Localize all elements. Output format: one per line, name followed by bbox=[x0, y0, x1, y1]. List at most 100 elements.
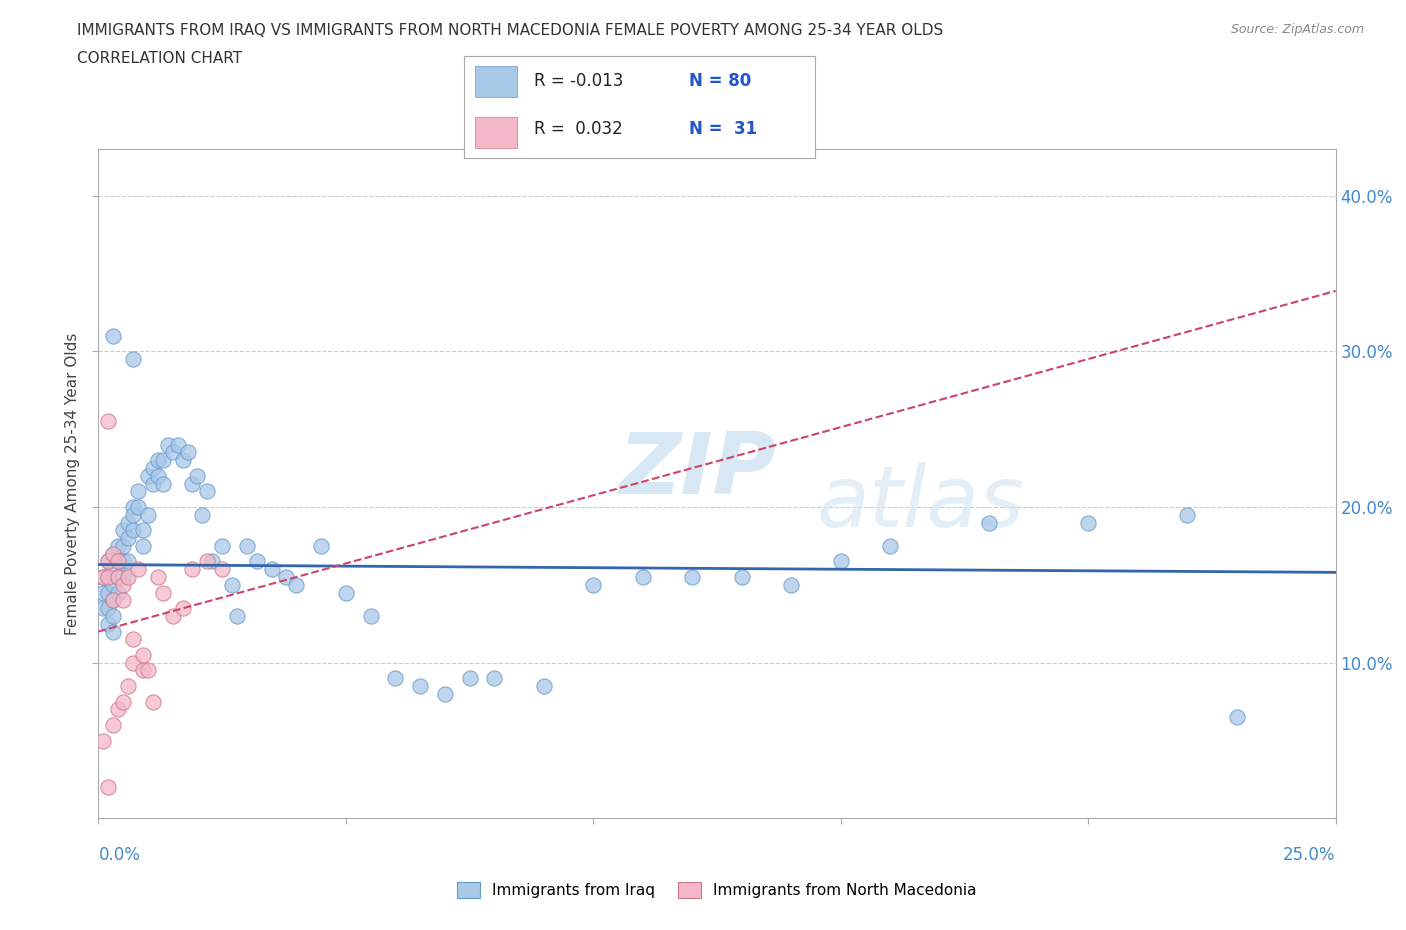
Text: IMMIGRANTS FROM IRAQ VS IMMIGRANTS FROM NORTH MACEDONIA FEMALE POVERTY AMONG 25-: IMMIGRANTS FROM IRAQ VS IMMIGRANTS FROM … bbox=[77, 23, 943, 38]
Point bbox=[107, 702, 129, 717]
Point bbox=[176, 445, 198, 460]
Point bbox=[117, 515, 139, 530]
Point bbox=[433, 686, 456, 701]
Point bbox=[201, 554, 224, 569]
Point bbox=[122, 499, 145, 514]
Point bbox=[142, 694, 165, 709]
Point bbox=[112, 593, 135, 608]
Point bbox=[172, 601, 194, 616]
Point bbox=[122, 523, 145, 538]
Point bbox=[1175, 507, 1198, 522]
Point bbox=[384, 671, 406, 685]
Point bbox=[107, 538, 129, 553]
Text: N = 80: N = 80 bbox=[689, 73, 751, 90]
Point bbox=[103, 608, 125, 623]
Point bbox=[97, 414, 120, 429]
Point bbox=[132, 538, 155, 553]
Point bbox=[97, 585, 120, 600]
Point bbox=[226, 608, 249, 623]
Point bbox=[117, 554, 139, 569]
Point bbox=[979, 515, 1001, 530]
Point bbox=[186, 469, 208, 484]
Point bbox=[309, 538, 332, 553]
Point bbox=[260, 562, 283, 577]
Point bbox=[112, 578, 135, 592]
Point bbox=[830, 554, 852, 569]
Point bbox=[172, 453, 194, 468]
Point bbox=[97, 780, 120, 795]
Point bbox=[191, 507, 214, 522]
Point bbox=[103, 593, 125, 608]
Text: N =  31: N = 31 bbox=[689, 121, 756, 139]
Point bbox=[879, 538, 901, 553]
Point bbox=[152, 453, 174, 468]
Point bbox=[122, 507, 145, 522]
Point bbox=[107, 585, 129, 600]
Point bbox=[97, 554, 120, 569]
Point bbox=[93, 733, 115, 748]
Point bbox=[107, 569, 129, 584]
Point bbox=[146, 569, 169, 584]
Point bbox=[276, 569, 298, 584]
Point bbox=[117, 569, 139, 584]
Point bbox=[103, 718, 125, 733]
Point bbox=[117, 531, 139, 546]
Point bbox=[97, 617, 120, 631]
Point bbox=[285, 578, 308, 592]
Point bbox=[127, 484, 149, 498]
Point bbox=[93, 585, 115, 600]
Point bbox=[246, 554, 269, 569]
Point bbox=[152, 476, 174, 491]
Bar bbox=[475, 66, 517, 97]
Point bbox=[97, 554, 120, 569]
Point bbox=[97, 601, 120, 616]
Point bbox=[162, 445, 184, 460]
Point bbox=[93, 569, 115, 584]
Point bbox=[107, 554, 129, 569]
Point bbox=[136, 663, 159, 678]
Point bbox=[360, 608, 382, 623]
Point bbox=[136, 507, 159, 522]
Text: atlas: atlas bbox=[815, 462, 1024, 545]
Point bbox=[112, 569, 135, 584]
Text: 25.0%: 25.0% bbox=[1284, 846, 1336, 864]
Point bbox=[582, 578, 605, 592]
Point bbox=[112, 538, 135, 553]
Point bbox=[533, 679, 555, 694]
Point bbox=[152, 585, 174, 600]
Point bbox=[780, 578, 803, 592]
Bar bbox=[475, 117, 517, 148]
Point bbox=[127, 499, 149, 514]
Text: R =  0.032: R = 0.032 bbox=[534, 121, 623, 139]
Y-axis label: Female Poverty Among 25-34 Year Olds: Female Poverty Among 25-34 Year Olds bbox=[65, 332, 80, 635]
Point bbox=[122, 631, 145, 646]
Point bbox=[103, 624, 125, 639]
Point bbox=[681, 569, 703, 584]
Point bbox=[142, 476, 165, 491]
Point bbox=[156, 437, 179, 452]
Point bbox=[136, 469, 159, 484]
Point bbox=[103, 546, 125, 561]
Point bbox=[93, 569, 115, 584]
Point bbox=[132, 663, 155, 678]
Point bbox=[97, 569, 120, 584]
Point bbox=[132, 647, 155, 662]
Point bbox=[181, 476, 204, 491]
Point bbox=[195, 554, 218, 569]
Point bbox=[93, 601, 115, 616]
Point bbox=[117, 679, 139, 694]
Point bbox=[195, 484, 218, 498]
Point bbox=[107, 569, 129, 584]
Text: CORRELATION CHART: CORRELATION CHART bbox=[77, 51, 242, 66]
Point bbox=[103, 562, 125, 577]
Point bbox=[211, 538, 233, 553]
Point bbox=[181, 562, 204, 577]
Point bbox=[103, 593, 125, 608]
Text: Source: ZipAtlas.com: Source: ZipAtlas.com bbox=[1230, 23, 1364, 36]
Point bbox=[142, 460, 165, 475]
Point bbox=[146, 469, 169, 484]
Point bbox=[1226, 710, 1249, 724]
Point bbox=[458, 671, 481, 685]
Point bbox=[103, 328, 125, 343]
Point bbox=[162, 608, 184, 623]
